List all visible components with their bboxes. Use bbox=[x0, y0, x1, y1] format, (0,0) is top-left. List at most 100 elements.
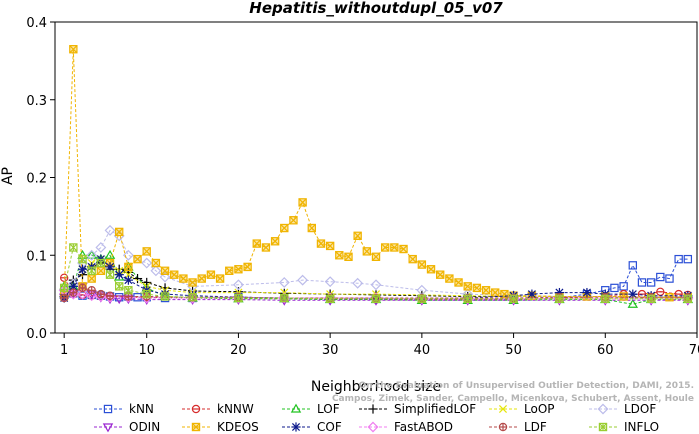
data-point-lof bbox=[86, 249, 97, 259]
legend-label: INFLO bbox=[624, 420, 659, 434]
legend-item-simplifiedlof: SimplifiedLOF bbox=[359, 402, 476, 416]
data-point-kdeos bbox=[408, 254, 417, 264]
legend-item-loop: LoOP bbox=[489, 402, 555, 416]
credit-line-2: Campos, Zimek, Sander, Campello, Micenko… bbox=[332, 394, 694, 404]
data-point-ldf bbox=[59, 293, 69, 303]
x-tick-label: 40 bbox=[414, 343, 431, 358]
data-point-ldof bbox=[159, 271, 171, 283]
legend-swatch-marker bbox=[103, 404, 113, 414]
data-point-kdeos bbox=[215, 274, 225, 283]
data-point-ldof bbox=[370, 279, 382, 291]
legend-label: LDOF bbox=[624, 402, 656, 416]
legend-item-ldof: LDOF bbox=[589, 402, 656, 416]
data-point-kdeos bbox=[417, 260, 427, 269]
legend-swatch-marker bbox=[367, 421, 379, 433]
plot-border bbox=[54, 21, 698, 334]
data-point-knnw bbox=[674, 289, 683, 299]
legend-item-lof: LOF bbox=[282, 402, 340, 416]
series-layer bbox=[58, 45, 694, 308]
data-point-kdeos bbox=[454, 278, 463, 287]
legend: kNN kNNW LOF SimplifiedLOF LoOP LDOF ODIN KDEOS… bbox=[94, 402, 659, 434]
data-point-inflo bbox=[124, 286, 133, 295]
data-point-ldof bbox=[104, 224, 116, 236]
data-point-ldof bbox=[86, 249, 98, 261]
y-tick-label: 0.3 bbox=[26, 94, 47, 109]
data-point-cof bbox=[123, 275, 133, 285]
x-tick-label: 50 bbox=[505, 343, 522, 358]
series-line-lof bbox=[64, 254, 688, 305]
x-axis: 1 10 20 30 40 50 60 70 bbox=[60, 333, 699, 358]
data-point-cof bbox=[114, 270, 124, 280]
data-point-ldof bbox=[352, 277, 364, 289]
data-point-inflo bbox=[234, 293, 243, 303]
data-point-kdeos bbox=[261, 243, 271, 252]
data-point-inflo bbox=[105, 270, 115, 279]
data-point-ldof bbox=[122, 249, 134, 261]
data-point-ldof bbox=[278, 277, 290, 288]
data-point-inflo bbox=[280, 293, 289, 303]
data-point-inflo bbox=[325, 294, 335, 303]
data-point-ldof bbox=[324, 276, 336, 288]
data-point-kdeos bbox=[362, 247, 372, 256]
series-line-ldof bbox=[63, 229, 688, 298]
data-point-ldof bbox=[232, 279, 244, 291]
data-point-cof bbox=[527, 289, 537, 299]
legend-item-fastabod: FastABOD bbox=[359, 420, 453, 434]
legend-label: LOF bbox=[317, 402, 340, 416]
data-point-kdeos bbox=[243, 262, 252, 272]
legend-item-knn: kNN bbox=[94, 402, 154, 416]
data-point-kdeos bbox=[142, 247, 151, 256]
data-point-kdeos bbox=[472, 283, 482, 293]
data-point-kdeos bbox=[133, 254, 142, 264]
y-tick-label: 0.4 bbox=[26, 16, 47, 31]
data-point-kdeos bbox=[234, 265, 243, 274]
data-point-knn bbox=[646, 278, 656, 287]
data-point-kdeos bbox=[325, 241, 335, 251]
data-point-kdeos bbox=[280, 223, 289, 233]
data-point-kdeos bbox=[225, 266, 234, 276]
legend-swatch-marker bbox=[368, 404, 378, 414]
data-point-fastabod bbox=[86, 290, 98, 302]
data-point-kdeos bbox=[463, 282, 472, 291]
data-point-knnw bbox=[656, 287, 665, 296]
y-tick-label: 0.1 bbox=[26, 249, 47, 264]
data-point-cof bbox=[582, 287, 592, 298]
data-point-kdeos bbox=[151, 258, 161, 268]
data-point-inflo bbox=[509, 294, 518, 303]
data-point-kdeos bbox=[445, 274, 454, 283]
legend-label: SimplifiedLOF bbox=[394, 402, 476, 416]
data-point-ldof bbox=[95, 242, 107, 253]
data-point-inflo bbox=[601, 294, 610, 303]
legend-item-inflo: INFLO bbox=[589, 420, 659, 434]
data-point-kdeos bbox=[270, 237, 280, 246]
data-point-inflo bbox=[463, 294, 472, 303]
data-point-ldf bbox=[87, 286, 96, 295]
data-point-inflo bbox=[114, 282, 124, 291]
data-point-inflo bbox=[371, 294, 381, 303]
data-point-knn bbox=[683, 254, 693, 264]
legend-item-odin: ODIN bbox=[94, 420, 160, 434]
y-tick-label: 0.0 bbox=[26, 327, 47, 342]
x-axis-label: Neighborhood size bbox=[311, 379, 441, 395]
data-point-kdeos bbox=[316, 239, 326, 248]
data-point-inflo bbox=[142, 289, 151, 299]
data-point-cof bbox=[77, 264, 88, 274]
data-point-kdeos bbox=[206, 270, 216, 279]
data-point-kdeos bbox=[114, 227, 124, 237]
data-point-knn bbox=[628, 261, 638, 270]
data-point-inflo bbox=[160, 292, 170, 301]
legend-label: COF bbox=[317, 420, 342, 434]
chart-title: Hepatitis_withoutdupl_05_v07 bbox=[249, 0, 503, 17]
legend-label: ODIN bbox=[129, 420, 160, 434]
x-tick-label: 10 bbox=[138, 343, 155, 358]
plot-frame bbox=[54, 21, 698, 334]
data-point-kdeos bbox=[179, 274, 188, 283]
data-point-knn bbox=[637, 278, 647, 287]
data-point-ldf bbox=[105, 291, 115, 300]
data-point-kdeos bbox=[69, 45, 78, 54]
series-line-loop bbox=[63, 258, 688, 298]
data-point-kdeos bbox=[481, 286, 491, 295]
series-inflo bbox=[59, 243, 693, 303]
data-point-kdeos bbox=[124, 262, 133, 272]
